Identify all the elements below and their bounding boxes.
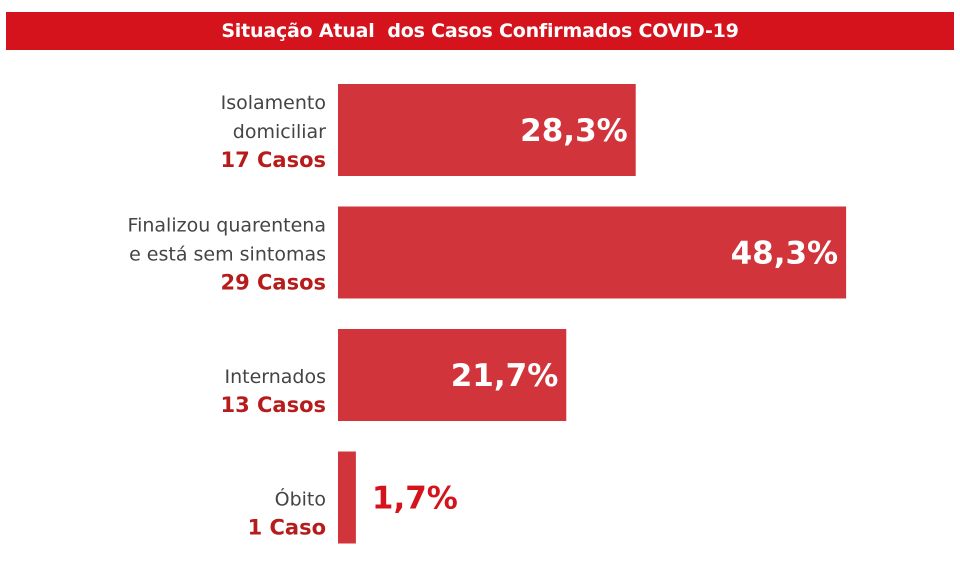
category-label: domiciliar [233,121,326,143]
title-bar: Situação Atual dos Casos Confirmados COV… [6,12,954,50]
data-label: 21,7% [451,358,559,394]
category-label: Óbito [275,487,326,511]
case-count: 29 Casos [220,271,326,295]
case-count: 1 Caso [248,516,326,540]
category-label: e está sem sintomas [129,244,326,266]
data-label: 48,3% [731,236,839,272]
bar-3 [338,329,567,421]
bar-4 [338,451,356,544]
data-label: 28,3% [520,113,628,149]
category-label: Finalizou quarentena [128,215,326,237]
bar-1 [338,84,636,176]
category-label: Isolamento [221,92,326,114]
case-count: 17 Casos [220,148,326,172]
data-label: 1,7% [372,481,458,517]
bar-2 [338,206,847,299]
category-label: Internados [224,366,326,388]
case-count: 13 Casos [220,393,326,417]
chart-title: Situação Atual dos Casos Confirmados COV… [221,20,739,42]
